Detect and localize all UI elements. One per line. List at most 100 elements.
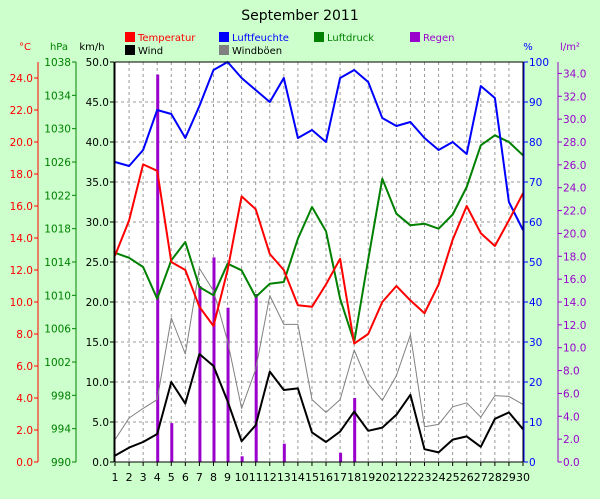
rain-tick-label: 24.0 xyxy=(563,183,586,195)
humidity-tick-label: 90 xyxy=(529,97,542,109)
rain-tick-label: 16.0 xyxy=(563,274,586,286)
temperature-tick-label: 18.0 xyxy=(10,169,33,181)
pressure-tick-label: 1034 xyxy=(44,90,71,102)
legend-item-regen: Regen xyxy=(410,32,455,44)
temperature-tick-label: 16.0 xyxy=(10,201,33,213)
rain-tick-label: 8.0 xyxy=(563,366,580,378)
rain-bars xyxy=(156,74,357,463)
pressure-tick-label: 1030 xyxy=(44,124,71,136)
series-line-temperatur xyxy=(114,163,524,345)
rain-unit-label: l/m² xyxy=(560,42,580,53)
x-tick-label: 7 xyxy=(196,471,203,484)
wind-tick-label: 15.0 xyxy=(86,337,109,349)
rain-bar xyxy=(170,423,174,462)
legend-swatch-wind xyxy=(125,45,135,55)
legend: Temperatur Luftfeuchte Luftdruck Regen W… xyxy=(125,32,455,57)
legend-label-regen: Regen xyxy=(423,33,455,44)
humidity-tick-label: 60 xyxy=(529,217,542,229)
series-line-wind xyxy=(114,353,524,457)
legend-swatch-luftfeuchte xyxy=(219,32,229,42)
humidity-tick-label: 20 xyxy=(529,377,542,389)
humidity-tick-label: 50 xyxy=(529,257,542,269)
rain-tick-label: 26.0 xyxy=(563,160,586,172)
x-tick-label: 16 xyxy=(319,471,333,484)
wind-tick-label: 40.0 xyxy=(86,137,109,149)
rain-tick-label: 30.0 xyxy=(563,114,586,126)
temperature-tick-label: 2.0 xyxy=(16,425,33,437)
rain-bar xyxy=(212,257,216,462)
wind-tick-label: 0.0 xyxy=(92,457,109,469)
legend-label-windboeen: Windböen xyxy=(232,46,282,57)
legend-item-luftfeuchte: Luftfeuchte xyxy=(219,32,289,44)
rain-tick-label: 14.0 xyxy=(563,297,586,309)
x-tick-label: 30 xyxy=(516,471,530,484)
rain-bar xyxy=(156,74,160,463)
legend-item-temperatur: Temperatur xyxy=(125,32,196,44)
humidity-tick-label: 100 xyxy=(529,57,549,69)
x-tick-label: 14 xyxy=(291,471,305,484)
pressure-tick-label: 1038 xyxy=(44,57,71,69)
legend-label-wind: Wind xyxy=(138,46,163,57)
x-tick-label: 24 xyxy=(432,471,446,484)
x-tick-label: 11 xyxy=(249,471,263,484)
legend-swatch-windboeen xyxy=(219,45,229,55)
temperature-tick-label: 12.0 xyxy=(10,265,33,277)
x-tick-label: 17 xyxy=(333,471,347,484)
legend-item-windboeen: Windböen xyxy=(219,45,282,57)
wind-tick-label: 5.0 xyxy=(92,417,109,429)
rain-bar xyxy=(254,294,258,462)
temperature-tick-label: 20.0 xyxy=(10,137,33,149)
rain-tick-label: 18.0 xyxy=(563,251,586,263)
x-tick-label: 13 xyxy=(277,471,291,484)
x-tick-label: 4 xyxy=(154,471,161,484)
temperature-tick-label: 14.0 xyxy=(10,233,33,245)
rain-tick-label: 20.0 xyxy=(563,228,586,240)
x-tick-label: 9 xyxy=(224,471,231,484)
pressure-tick-label: 1026 xyxy=(44,157,71,169)
x-tick-label: 10 xyxy=(235,471,249,484)
rain-bar xyxy=(282,443,286,462)
humidity-unit-label: % xyxy=(523,42,533,53)
x-tick-label: 15 xyxy=(305,471,319,484)
rain-tick-label: 0.0 xyxy=(563,457,580,469)
wind-tick-label: 25.0 xyxy=(86,257,109,269)
rain-tick-label: 22.0 xyxy=(563,206,586,218)
wind-tick-label: 20.0 xyxy=(86,297,109,309)
pressure-tick-label: 1002 xyxy=(44,357,71,369)
x-tick-label: 21 xyxy=(389,471,403,484)
series-line-luftfeuchte xyxy=(114,61,524,231)
rain-tick-label: 6.0 xyxy=(563,388,580,400)
wind-tick-label: 50.0 xyxy=(86,57,109,69)
pressure-tick-label: 994 xyxy=(51,424,71,436)
temperature-tick-label: 8.0 xyxy=(16,329,33,341)
humidity-tick-label: 70 xyxy=(529,177,542,189)
humidity-tick-label: 40 xyxy=(529,297,542,309)
pressure-tick-label: 1006 xyxy=(44,324,71,336)
temperature-tick-label: 22.0 xyxy=(10,105,33,117)
legend-swatch-luftdruck xyxy=(314,32,324,42)
x-tick-label: 2 xyxy=(126,471,133,484)
series-line-windboeen xyxy=(114,267,524,440)
legend-item-luftdruck: Luftdruck xyxy=(314,32,374,44)
x-tick-label: 12 xyxy=(263,471,277,484)
rain-tick-label: 10.0 xyxy=(563,343,586,355)
temperature-tick-label: 4.0 xyxy=(16,393,33,405)
rain-bar xyxy=(339,452,343,462)
x-tick-label: 6 xyxy=(182,471,189,484)
series-line-luftdruck xyxy=(114,134,524,343)
x-tick-label: 19 xyxy=(361,471,375,484)
pressure-tick-label: 998 xyxy=(51,390,71,402)
wind-tick-label: 10.0 xyxy=(86,377,109,389)
legend-item-wind: Wind xyxy=(125,45,163,57)
x-tick-label: 23 xyxy=(418,471,432,484)
pressure-tick-label: 1014 xyxy=(44,257,71,269)
rain-tick-label: 12.0 xyxy=(563,320,586,332)
rain-bar xyxy=(353,398,357,462)
rain-tick-label: 4.0 xyxy=(563,411,580,423)
rain-tick-label: 32.0 xyxy=(563,91,586,103)
wind-tick-label: 35.0 xyxy=(86,177,109,189)
humidity-tick-label: 10 xyxy=(529,417,542,429)
legend-label-luftfeuchte: Luftfeuchte xyxy=(232,33,289,44)
temperature-tick-label: 6.0 xyxy=(16,361,33,373)
rain-tick-label: 28.0 xyxy=(563,137,586,149)
